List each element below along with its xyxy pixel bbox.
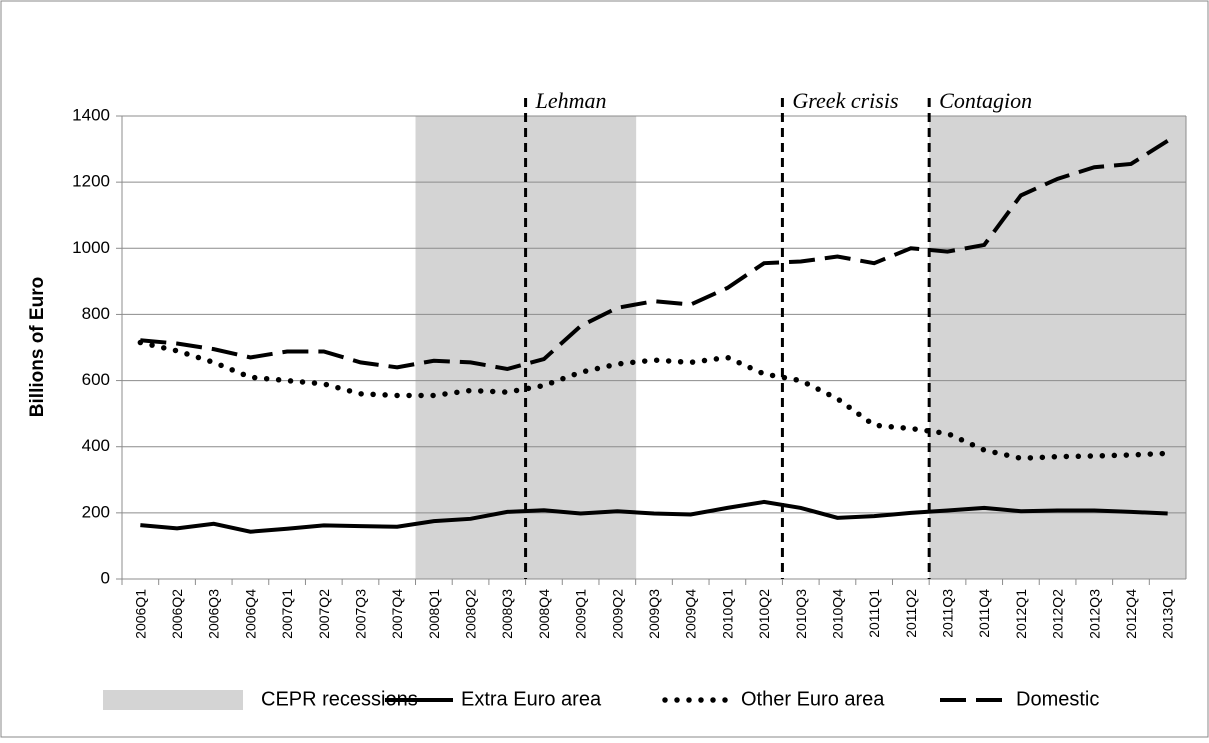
- x-tick-label: 2009Q4: [683, 589, 699, 639]
- x-tick-label: 2011Q1: [866, 589, 882, 638]
- series-line: [137, 339, 1171, 462]
- x-tick-label: 2010Q2: [756, 589, 772, 639]
- x-tick-label: 2008Q2: [463, 589, 479, 639]
- x-tick-label: 2012Q3: [1086, 589, 1102, 639]
- recession-band: [452, 116, 490, 579]
- x-tick-label: 2010Q4: [829, 589, 845, 639]
- legend-label: Extra Euro area: [461, 688, 602, 710]
- x-tick-label: 2011Q4: [976, 589, 992, 638]
- recession-band: [1149, 116, 1187, 579]
- series-line: [140, 139, 1169, 372]
- recession-band: [488, 116, 527, 579]
- x-tick-label: 2011Q2: [903, 589, 919, 638]
- x-tick-label: 2009Q1: [573, 589, 589, 639]
- event-label: Lehman: [535, 88, 607, 113]
- y-tick-label: 1400: [72, 105, 110, 124]
- y-tick-label: 1200: [72, 172, 110, 191]
- y-tick-label: 1000: [72, 238, 110, 257]
- x-tick-label: 2006Q3: [206, 589, 222, 639]
- event-label: Contagion: [939, 88, 1032, 113]
- recession-band: [525, 116, 563, 579]
- x-tick-label: 2009Q2: [609, 589, 625, 639]
- x-tick-label: 2008Q4: [536, 589, 552, 639]
- x-tick-label: 2012Q1: [1013, 589, 1029, 639]
- x-tick-label: 2008Q1: [426, 589, 442, 639]
- x-tick-label: 2007Q3: [352, 589, 368, 639]
- legend-label: CEPR recessions: [261, 688, 418, 710]
- y-tick-label: 800: [82, 304, 110, 323]
- x-tick-label: 2006Q1: [132, 589, 148, 639]
- event-label: Greek crisis: [792, 88, 898, 113]
- y-tick-label: 600: [82, 370, 110, 389]
- y-tick-label: 0: [101, 568, 110, 587]
- x-tick-label: 2007Q1: [279, 589, 295, 639]
- series-line: [140, 499, 1168, 534]
- recession-band: [1112, 116, 1150, 579]
- legend-swatch: [103, 690, 243, 710]
- recession-band: [929, 116, 967, 579]
- x-tick-label: 2010Q1: [719, 589, 735, 639]
- x-tick-label: 2008Q3: [499, 589, 515, 639]
- legend-label: Other Euro area: [741, 688, 885, 710]
- recession-band: [1075, 116, 1114, 579]
- recession-band: [415, 116, 453, 579]
- recession-band: [965, 116, 1004, 579]
- x-tick-label: 2011Q3: [940, 589, 956, 638]
- x-tick-label: 2007Q2: [316, 589, 332, 639]
- y-axis-label: Billions of Euro: [27, 277, 48, 417]
- x-tick-label: 2012Q2: [1050, 589, 1066, 639]
- x-tick-label: 2006Q2: [169, 589, 185, 639]
- x-tick-label: 2007Q4: [389, 589, 405, 639]
- x-tick-label: 2012Q4: [1123, 589, 1139, 639]
- y-tick-label: 400: [82, 436, 110, 455]
- x-tick-label: 2010Q3: [793, 589, 809, 639]
- legend-label: Domestic: [1016, 688, 1099, 710]
- recession-band: [562, 116, 600, 579]
- y-tick-label: 200: [82, 502, 110, 521]
- x-tick-label: 2009Q3: [646, 589, 662, 639]
- x-tick-label: 2013Q1: [1160, 589, 1176, 639]
- recession-band: [598, 116, 637, 579]
- x-tick-label: 2006Q4: [242, 589, 258, 639]
- recession-band: [1039, 116, 1077, 579]
